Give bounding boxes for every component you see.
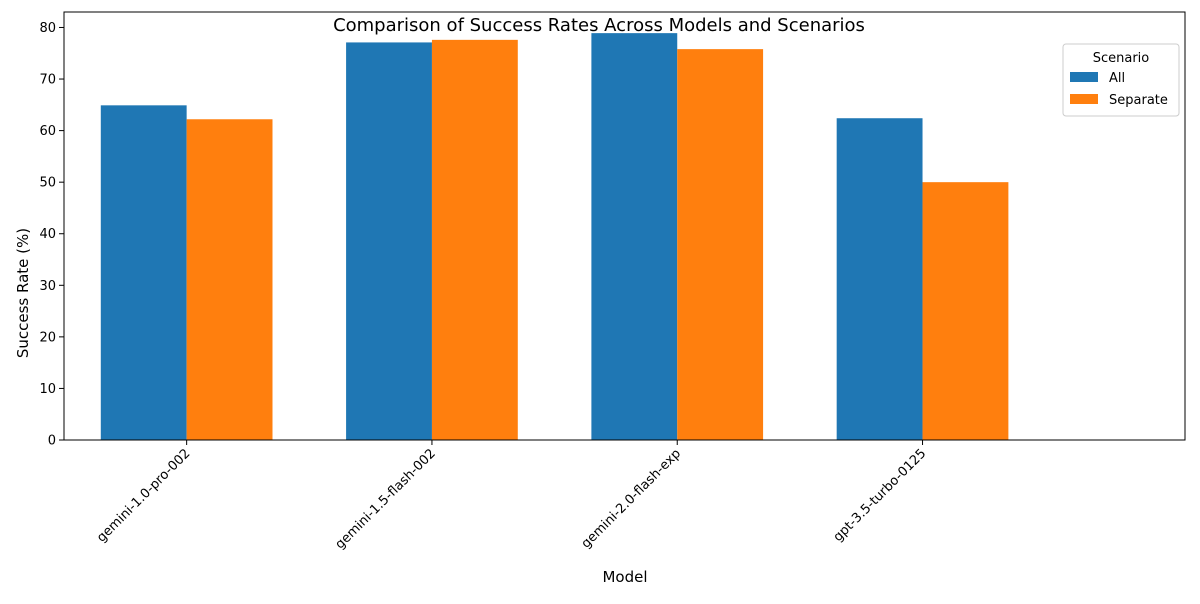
- legend-title: Scenario: [1093, 51, 1150, 66]
- x-axis-label: Model: [602, 568, 647, 586]
- bar-separate-2: [677, 49, 764, 440]
- chart-title: Comparison of Success Rates Across Model…: [333, 15, 865, 36]
- y-tick-label: 60: [39, 124, 56, 139]
- x-tick-label: gemini-1.5-flash-002: [333, 446, 439, 552]
- x-tick-label: gemini-1.0-pro-002: [94, 446, 193, 545]
- bar-all-3: [836, 118, 923, 440]
- legend: Scenario All Separate: [1062, 43, 1180, 117]
- x-tick-label: gemini-2.0-flash-exp: [579, 446, 684, 551]
- y-axis-label: Success Rate (%): [14, 228, 32, 358]
- bar-separate-0: [186, 119, 273, 440]
- bar-all-2: [591, 33, 678, 440]
- y-tick-label: 10: [39, 382, 56, 397]
- y-tick-label: 40: [39, 227, 56, 242]
- plot-frame: [63, 11, 1186, 441]
- y-tick-label: 80: [39, 21, 56, 36]
- legend-label-separate: Separate: [1109, 93, 1168, 108]
- legend-swatch-separate: [1070, 94, 1098, 104]
- y-tick-label: 50: [39, 176, 56, 191]
- bar-separate-1: [431, 39, 518, 440]
- legend-swatch-all: [1070, 72, 1098, 82]
- bar-all-1: [346, 42, 432, 441]
- bar-all-0: [100, 105, 187, 440]
- y-tick-label: 30: [39, 279, 56, 294]
- bar-separate-3: [922, 182, 1009, 441]
- y-tick-label: 70: [39, 73, 56, 88]
- y-tick-label: 0: [48, 434, 56, 449]
- bars-layer: [100, 33, 1009, 441]
- y-tick-label: 20: [39, 330, 56, 345]
- legend-label-all: All: [1109, 71, 1125, 86]
- x-tick-label: gpt-3.5-turbo-0125: [831, 446, 930, 545]
